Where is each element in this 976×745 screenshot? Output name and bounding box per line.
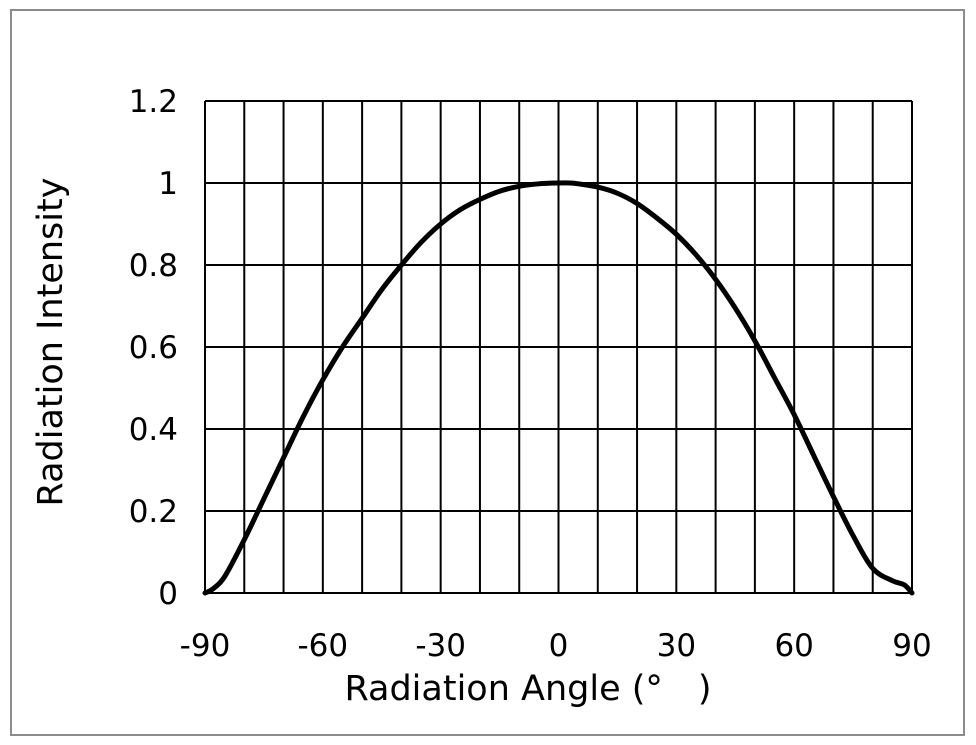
grid <box>204 100 913 594</box>
x-tick-label: -60 <box>298 628 349 664</box>
x-tick-label: -30 <box>415 628 466 664</box>
x-tick-label: 60 <box>774 628 813 664</box>
y-tick-label: 0.8 <box>129 248 178 284</box>
series-layer <box>202 180 915 596</box>
y-tick-label: 0.6 <box>129 330 178 366</box>
chart-frame <box>10 9 965 736</box>
y-tick-label: 0.4 <box>129 412 178 448</box>
y-tick-label: 0 <box>158 576 178 612</box>
y-axis-title: Radiation Intensity <box>31 178 71 507</box>
y-tick-label: 0.2 <box>129 494 178 530</box>
series-line <box>202 180 915 596</box>
x-tick-label: 0 <box>549 628 569 664</box>
x-tick-label: 30 <box>657 628 696 664</box>
x-axis-title: Radiation Angle (° ) <box>344 669 711 709</box>
y-tick-label: 1.2 <box>129 84 178 120</box>
x-tick-label: -90 <box>180 628 231 664</box>
y-tick-label: 1 <box>158 166 178 202</box>
tick-labels: -90 -60 -30 0 30 60 90 0 0.2 0.4 0.6 0.8 1 1.2 <box>129 84 932 664</box>
x-tick-label: 90 <box>892 628 931 664</box>
